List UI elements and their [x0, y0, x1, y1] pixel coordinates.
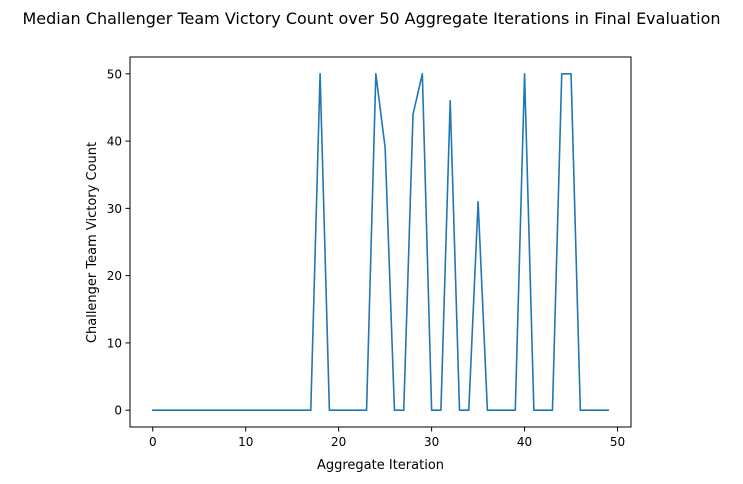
- y-tick-label: 0: [114, 404, 122, 418]
- plot-frame: [129, 56, 632, 428]
- y-tick-label: 10: [107, 336, 122, 350]
- plot-area-border: [129, 56, 632, 428]
- x-tick-label: 20: [331, 435, 346, 449]
- x-axis-label: Aggregate Iteration: [317, 458, 444, 473]
- y-tick-label: 20: [107, 269, 122, 283]
- y-tick-label: 30: [107, 202, 122, 216]
- series-layer: [151, 73, 610, 411]
- x-axis-ticks: 0 10 20 30 40 50: [149, 427, 625, 449]
- x-tick-label: 50: [610, 435, 625, 449]
- chart-title: Median Challenger Team Victory Count ove…: [23, 9, 721, 28]
- y-tick-label: 50: [107, 67, 122, 81]
- y-axis-label: Challenger Team Victory Count: [85, 142, 100, 343]
- x-tick-label: 30: [424, 435, 439, 449]
- series-line-0: [151, 73, 610, 411]
- y-tick-label: 40: [107, 135, 122, 149]
- x-tick-label: 0: [149, 435, 157, 449]
- y-axis-ticks: 0 10 20 30 40 50: [107, 67, 130, 418]
- x-tick-label: 40: [517, 435, 532, 449]
- x-tick-label: 10: [238, 435, 253, 449]
